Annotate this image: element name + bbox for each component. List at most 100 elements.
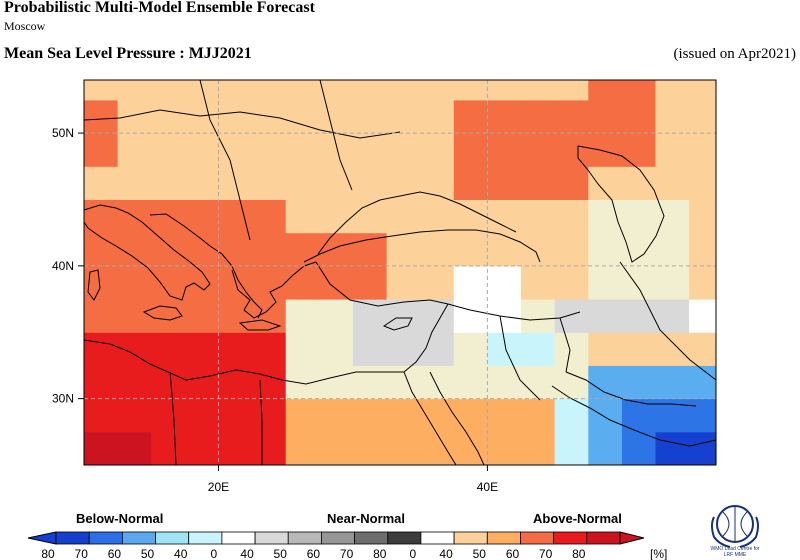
probability-cell [184, 166, 219, 200]
probability-cell [420, 133, 455, 167]
probability-cell [453, 265, 488, 300]
probability-cell [285, 265, 320, 300]
probability-cell [285, 232, 320, 267]
colorbar-swatch [486, 531, 521, 545]
probability-cell [621, 199, 656, 234]
colorbar-tick-label: 60 [307, 547, 321, 560]
red-sea-west [403, 371, 457, 466]
probability-cell [151, 199, 186, 234]
probability-cell [655, 332, 690, 366]
probability-cell [453, 299, 488, 333]
probability-cell [352, 265, 387, 300]
colorbar-swatch [320, 531, 355, 545]
colorbar-arrow-left [27, 531, 57, 545]
probability-cell [151, 166, 186, 200]
sardinia-coast [87, 269, 101, 301]
probability-cell [319, 398, 354, 433]
probability-cell [319, 265, 354, 300]
probability-cell [420, 99, 455, 134]
probability-cell [352, 99, 387, 134]
colorbar-swatch [387, 531, 422, 545]
coastlines-borders [83, 79, 717, 466]
probability-cell [420, 332, 455, 366]
colorbar-unit: [%] [650, 547, 667, 560]
probability-cell [84, 80, 119, 101]
probability-cell [117, 80, 152, 101]
centre-subtitle: Moscow [4, 19, 46, 33]
colorbar-swatch [122, 531, 157, 545]
probability-cell [521, 265, 556, 300]
north-africa-coast [83, 339, 404, 385]
colorbar-tick-label: 50 [141, 547, 155, 560]
probability-cell [117, 365, 152, 400]
probability-cell [386, 99, 421, 134]
red-sea-east [429, 371, 485, 466]
probability-cell [521, 166, 556, 200]
probability-cell [252, 265, 287, 300]
probability-cell [319, 365, 354, 400]
probability-cell [285, 166, 320, 200]
probability-cell [218, 80, 253, 101]
probability-cell [621, 431, 656, 466]
probability-cell [184, 199, 219, 234]
probability-cell [352, 332, 387, 366]
lat-tick-label: 50N [52, 126, 74, 140]
colorbar-swatch [55, 531, 90, 545]
lon-tick-label: 40E [477, 480, 498, 494]
probability-cell [689, 199, 717, 234]
probability-cell [386, 232, 421, 267]
probability-cell [319, 99, 354, 134]
colorbar-swatch [88, 531, 123, 545]
probability-cell [487, 332, 522, 366]
probability-cell [420, 265, 455, 300]
lat-tick-label: 40N [52, 259, 74, 273]
probability-cell [521, 80, 556, 101]
probability-cell [588, 99, 623, 134]
probability-cell [319, 232, 354, 267]
probability-cell [588, 166, 623, 200]
probability-cell [252, 332, 287, 366]
probability-cell [420, 431, 455, 466]
probability-cell [554, 232, 589, 267]
colorbar-tick-label: 60 [506, 547, 520, 560]
probability-cell [319, 166, 354, 200]
probability-cell [689, 332, 717, 366]
probability-cell [621, 332, 656, 366]
border-line [259, 379, 263, 465]
probability-cell [151, 80, 186, 101]
probability-cell [655, 431, 690, 466]
border-line [199, 79, 251, 241]
probability-cell [352, 133, 387, 167]
probability-cell [420, 398, 455, 433]
crete-coast [238, 319, 282, 331]
probability-cell [689, 365, 717, 400]
probability-cell [487, 365, 522, 400]
probability-cell [184, 99, 219, 134]
border-line [319, 79, 353, 191]
probability-cell [184, 299, 219, 333]
border-line [83, 109, 401, 139]
colorbar-tick-label: 80 [572, 547, 586, 560]
probability-cell [521, 232, 556, 267]
product-title: Mean Sea Level Pressure : MJJ2021 [4, 45, 252, 62]
probability-cell [487, 166, 522, 200]
probability-cell [352, 232, 387, 267]
legend-near-normal: Near-Normal [327, 511, 406, 526]
probability-cell [521, 299, 556, 333]
colorbar-tick-label: 0 [410, 547, 417, 560]
gulf-coast-south [551, 385, 717, 447]
probability-cell [621, 99, 656, 134]
probability-cell [655, 99, 690, 134]
probability-cell [151, 232, 186, 267]
colorbar-tick-label: 0 [211, 547, 218, 560]
probability-cell [521, 365, 556, 400]
colorbar-swatch [420, 531, 455, 545]
probability-cell [218, 332, 253, 366]
probability-cell [285, 431, 320, 466]
probability-cell [252, 133, 287, 167]
probability-cell [588, 365, 623, 400]
lon-tick-label: 20E [208, 480, 229, 494]
probability-cell [621, 166, 656, 200]
probability-cell [453, 398, 488, 433]
colorbar-tick-label: 60 [108, 547, 122, 560]
